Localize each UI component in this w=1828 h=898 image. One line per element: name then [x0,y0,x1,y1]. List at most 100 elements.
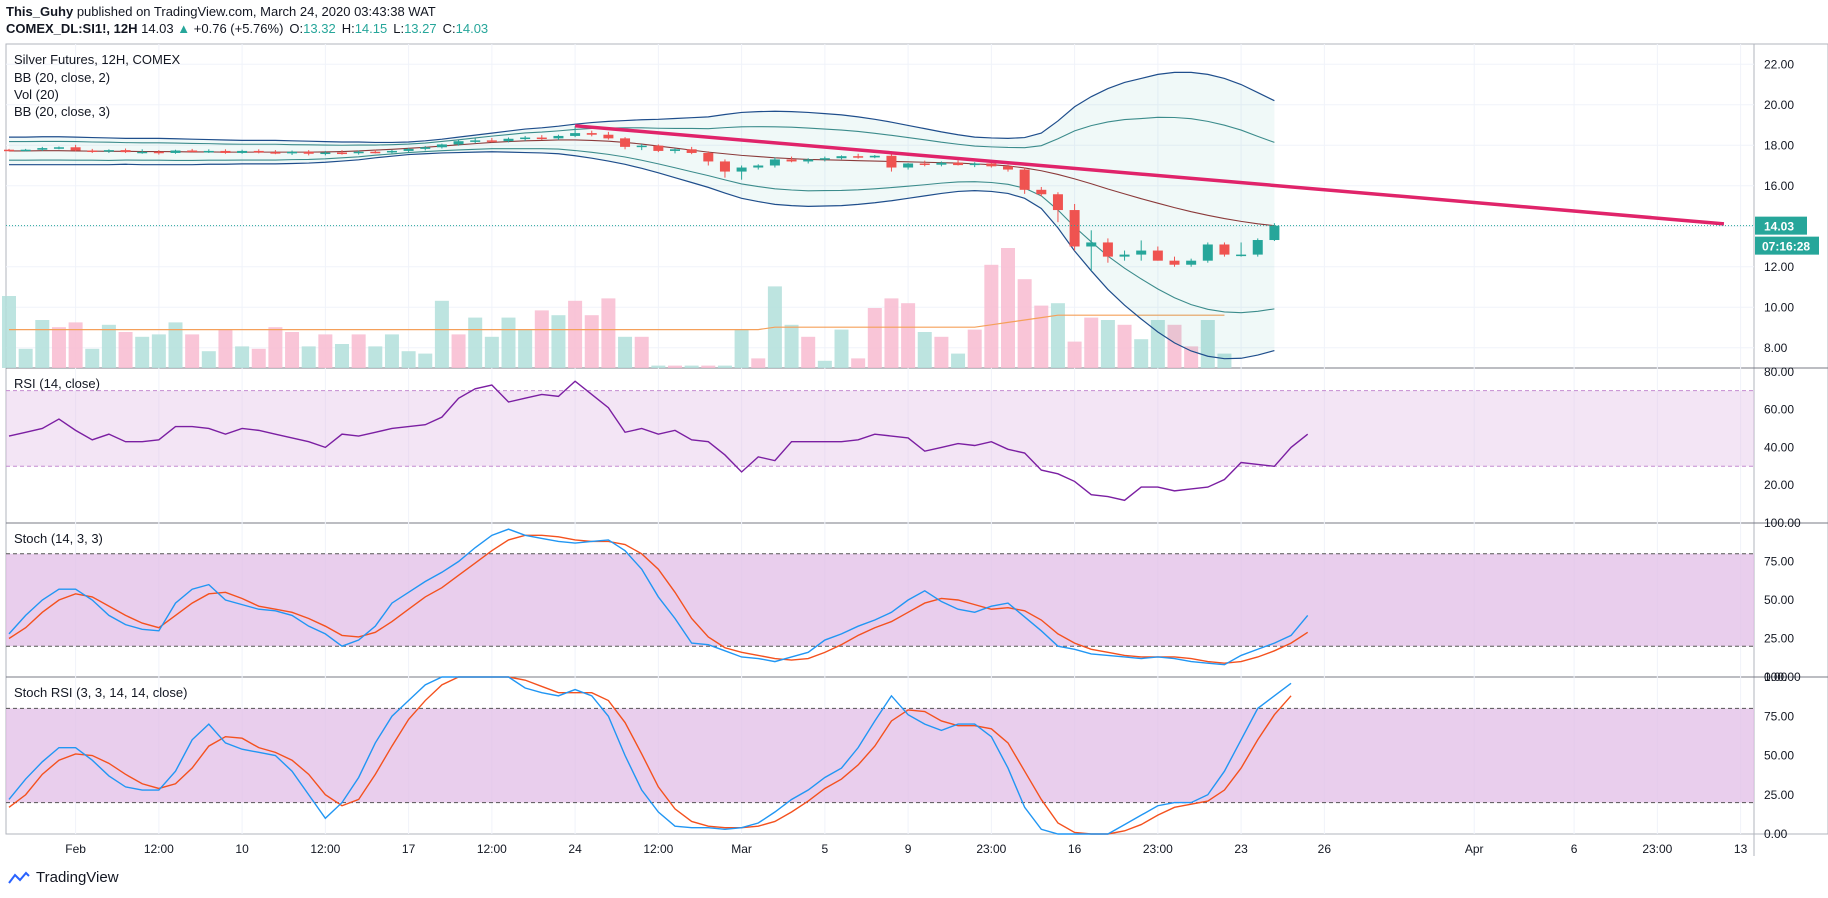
candle-body [953,162,964,166]
volume-bar [1200,320,1215,368]
volume-bar [118,332,133,368]
y-tick-label: 16.00 [1764,179,1794,193]
candle-body [436,144,447,148]
volume-bar [601,298,616,368]
y-tick-label: 8.00 [1764,341,1788,355]
volume-ma-line [9,314,1225,331]
author-name[interactable]: This_Guhy [6,4,74,19]
candle-body [120,150,131,153]
candle-body [220,150,231,153]
x-tick-label: 23:00 [976,842,1006,856]
volume-bar [484,336,499,368]
oscillator-band [6,553,1754,647]
candle-body [919,163,930,165]
candle-body [303,151,314,154]
volume-bar [1034,305,1049,368]
open-value: 13.32 [303,21,336,36]
x-tick-label: 6 [1571,842,1578,856]
y-tick-label: 0.00 [1764,827,1788,841]
candle-body [836,156,847,159]
candle-body [103,150,114,152]
candle-body [936,162,947,165]
chart-title: Silver Futures, 12H, COMEX [14,52,180,67]
candle-body [1119,254,1130,257]
volume-bar [584,315,599,368]
y-tick-label: 12.00 [1764,260,1794,274]
volume-bar [934,336,949,368]
last-price-badge [1755,216,1807,235]
candle-body [53,147,64,149]
volume-bar [201,351,216,368]
volume-bar [984,264,999,368]
candle-body [719,161,730,172]
candle-body [1202,244,1213,261]
candle-body [20,149,31,152]
volume-bar [2,296,16,368]
candle-body [969,163,980,166]
volume-bar [1217,353,1232,368]
volume-bar [268,327,283,368]
x-tick-label: 9 [905,842,912,856]
candle-body [886,155,897,168]
y-tick-label: 0.00 [1764,670,1788,684]
indicator-label: BB (20, close, 3) [14,104,110,119]
volume-bar [884,298,899,368]
candle-body [203,150,214,153]
x-tick-label: 10 [235,842,249,856]
indicator-label: BB (20, close, 2) [14,70,110,85]
candle-body [187,150,198,153]
candle-body [1269,225,1280,241]
volume-bar [901,303,916,368]
volume-bar [285,332,300,368]
candle-body [37,148,48,150]
candle-body [337,152,347,155]
y-tick-label: 22.00 [1764,57,1794,71]
candle-body [170,150,181,153]
volume-bar [401,351,416,368]
candle-body [736,167,747,172]
y-tick-label: 80.00 [1764,365,1794,379]
y-tick-label: 50.00 [1764,749,1794,763]
y-tick-label: 40.00 [1764,440,1794,454]
x-tick-label: Mar [731,842,752,856]
close-label: C: [442,21,456,36]
volume-bar [1100,320,1115,368]
candle-body [1086,242,1097,247]
candle-body [1152,250,1163,261]
candle-body [403,148,414,151]
candle-body [903,163,914,168]
candle-body [1136,250,1147,255]
volume-bar [784,324,799,368]
stoch-d-line [8,676,1292,835]
volume-bar [218,329,233,368]
candle-body [1236,254,1247,257]
y-tick-label: 50.00 [1764,593,1794,607]
y-tick-label: 75.00 [1764,709,1794,723]
pane-title: Stoch RSI (3, 3, 14, 14, close) [14,685,187,700]
candle-body [1186,260,1197,265]
volume-bar [834,329,849,368]
volume-bar [518,329,533,368]
candle-body [237,150,248,153]
candle-body [1102,242,1113,257]
indicator-label: Vol (20) [14,87,59,102]
bb-upper-line [9,71,1275,144]
volume-bar [501,317,516,368]
candle-body [420,147,431,149]
candle-body [869,155,880,158]
candle-body [853,156,864,158]
volume-bar [817,360,832,368]
candle-body [570,133,581,136]
x-tick-label: 12:00 [310,842,340,856]
candle-body [703,152,714,162]
y-tick-label: 18.00 [1764,138,1794,152]
footer-brand[interactable]: TradingView [8,869,119,886]
volume-bar [185,334,200,368]
candle-body [803,159,814,162]
candle-body [270,152,281,154]
chart-frame [5,43,1828,835]
candle-body [1019,169,1030,190]
volume-bar [634,336,649,368]
tradingview-logo-icon [8,871,30,884]
